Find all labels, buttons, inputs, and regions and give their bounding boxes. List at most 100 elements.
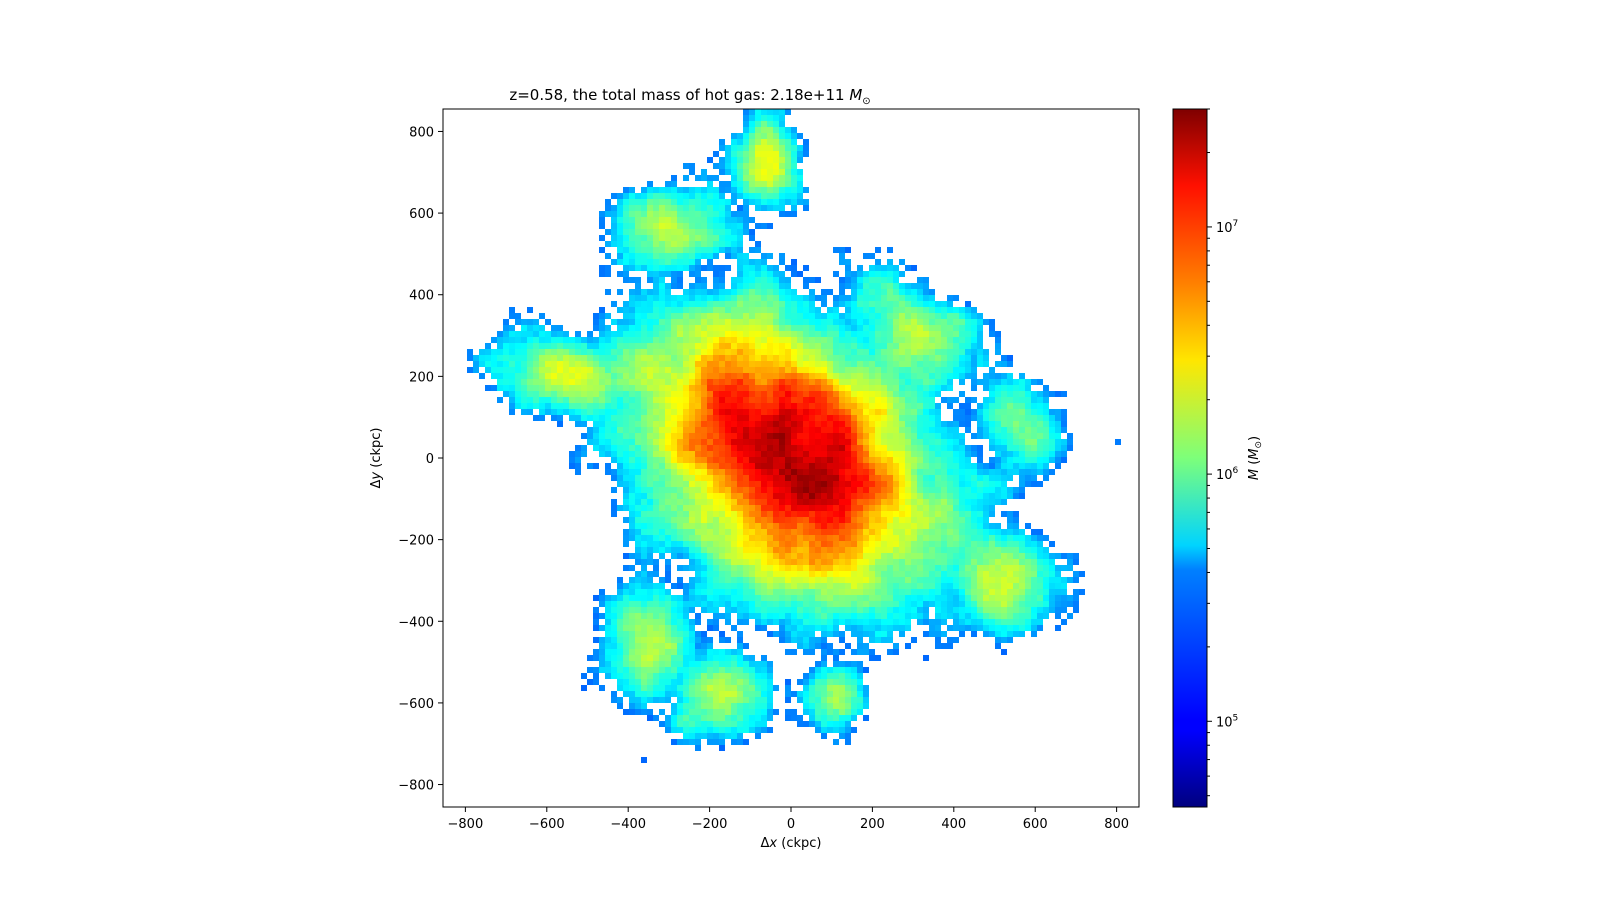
heatmap-cell (869, 289, 875, 295)
heatmap-cell (779, 169, 785, 175)
heatmap-cell (689, 163, 695, 169)
heatmap-cell (1001, 457, 1007, 463)
heatmap-cell (731, 301, 737, 307)
heatmap-cell (995, 469, 1001, 475)
heatmap-cell (821, 403, 827, 409)
heatmap-cell (989, 493, 995, 499)
heatmap-cell (599, 325, 605, 331)
heatmap-cell (929, 313, 935, 319)
heatmap-cell (749, 367, 755, 373)
heatmap-cell (707, 559, 713, 565)
heatmap-cell (653, 247, 659, 253)
heatmap-cell (563, 373, 569, 379)
heatmap-cell (953, 307, 959, 313)
heatmap-cell (965, 559, 971, 565)
heatmap-cell (695, 481, 701, 487)
heatmap-cell (713, 313, 719, 319)
heatmap-cell (1019, 373, 1025, 379)
heatmap-cell (1013, 397, 1019, 403)
heatmap-cell (863, 361, 869, 367)
heatmap-cell (977, 469, 983, 475)
heatmap-cell (713, 505, 719, 511)
heatmap-cell (797, 397, 803, 403)
heatmap-cell (665, 463, 671, 469)
heatmap-cell (737, 379, 743, 385)
heatmap-cell (1007, 589, 1013, 595)
heatmap-cell (731, 397, 737, 403)
heatmap-cell (857, 379, 863, 385)
heatmap-cell (1019, 451, 1025, 457)
heatmap-cell (683, 259, 689, 265)
heatmap-cell (653, 289, 659, 295)
heatmap-cell (851, 301, 857, 307)
heatmap-cell (965, 475, 971, 481)
heatmap-cell (713, 559, 719, 565)
heatmap-cell (773, 139, 779, 145)
heatmap-cell (797, 151, 803, 157)
heatmap-cell (827, 343, 833, 349)
heatmap-cell (845, 511, 851, 517)
heatmap-cell (911, 487, 917, 493)
heatmap-cell (947, 373, 953, 379)
heatmap-cell (677, 235, 683, 241)
heatmap-cell (653, 451, 659, 457)
heatmap-cell (959, 325, 965, 331)
heatmap-cell (935, 619, 941, 625)
heatmap-cell (665, 433, 671, 439)
heatmap-cell (659, 607, 665, 613)
heatmap-cell (761, 205, 767, 211)
heatmap-cell (779, 331, 785, 337)
heatmap-cell (593, 415, 599, 421)
heatmap-cell (1049, 571, 1055, 577)
heatmap-cell (959, 511, 965, 517)
heatmap-cell (881, 457, 887, 463)
heatmap-cell (779, 253, 785, 259)
heatmap-cell (593, 391, 599, 397)
heatmap-cell (779, 175, 785, 181)
heatmap-cell (575, 451, 581, 457)
heatmap-cell (701, 223, 707, 229)
heatmap-cell (653, 229, 659, 235)
heatmap-cell (785, 163, 791, 169)
heatmap-cell (1043, 421, 1049, 427)
heatmap-cell (473, 367, 479, 373)
heatmap-cell (851, 529, 857, 535)
heatmap-cell (887, 523, 893, 529)
heatmap-cell (917, 415, 923, 421)
heatmap-cell (941, 457, 947, 463)
heatmap-cell (641, 625, 647, 631)
heatmap-cell (803, 583, 809, 589)
heatmap-cell (953, 619, 959, 625)
heatmap-cell (743, 319, 749, 325)
heatmap-cell (713, 379, 719, 385)
heatmap-cell (593, 349, 599, 355)
heatmap-cell (1061, 589, 1067, 595)
heatmap-cell (965, 373, 971, 379)
heatmap-cell (785, 523, 791, 529)
heatmap-cell (995, 433, 1001, 439)
heatmap-cell (869, 343, 875, 349)
heatmap-cell (935, 583, 941, 589)
heatmap-cell (905, 433, 911, 439)
heatmap-cell (719, 457, 725, 463)
heatmap-cell (791, 379, 797, 385)
heatmap-cell (533, 415, 539, 421)
heatmap-cell (785, 547, 791, 553)
heatmap-cell (833, 385, 839, 391)
heatmap-cell (485, 349, 491, 355)
heatmap-cell (611, 439, 617, 445)
heatmap-cell (809, 457, 815, 463)
heatmap-cell (617, 601, 623, 607)
heatmap-cell (977, 475, 983, 481)
heatmap-cell (761, 415, 767, 421)
heatmap-cell (737, 409, 743, 415)
heatmap-cell (671, 355, 677, 361)
heatmap-cell (785, 487, 791, 493)
heatmap-cell (779, 541, 785, 547)
heatmap-cell (869, 361, 875, 367)
heatmap-cell (731, 277, 737, 283)
heatmap-cell (743, 391, 749, 397)
heatmap-cell (641, 403, 647, 409)
heatmap-cell (713, 439, 719, 445)
heatmap-cell (791, 457, 797, 463)
